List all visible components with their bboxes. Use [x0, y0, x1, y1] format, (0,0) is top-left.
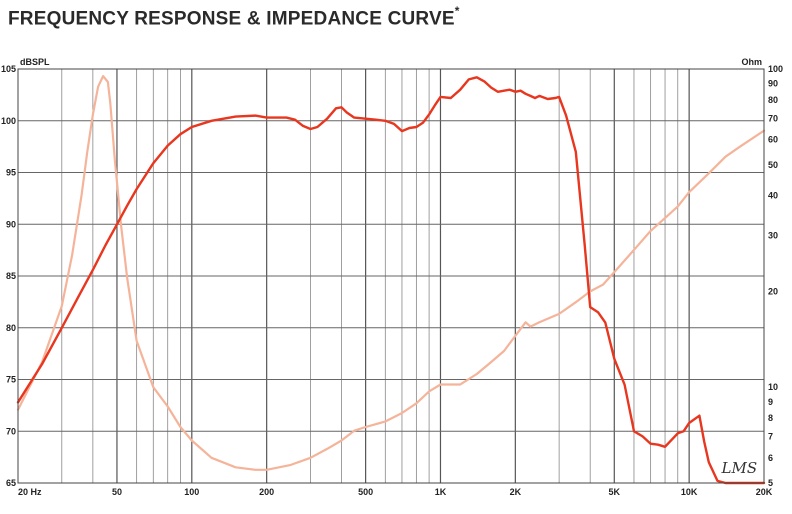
y-left-tick-label: 85 — [6, 271, 16, 281]
y-left-unit: dBSPL — [20, 57, 50, 67]
y-right-tick-label: 80 — [768, 95, 778, 105]
chart-title: FREQUENCY RESPONSE & IMPEDANCE CURVE* — [8, 4, 460, 30]
x-tick-label: 2K — [510, 487, 522, 497]
x-tick-label: 10K — [681, 487, 698, 497]
y-left-tick-label: 75 — [6, 375, 16, 385]
y-left-tick-label: 95 — [6, 168, 16, 178]
x-tick-label: 20 Hz — [18, 487, 42, 497]
y-right-tick-label: 60 — [768, 135, 778, 145]
chart-grid — [18, 69, 764, 483]
y-right-tick-label: 8 — [768, 413, 773, 423]
y-left-tick-label: 65 — [6, 478, 16, 488]
y-right-tick-label: 10 — [768, 382, 778, 392]
y-right-tick-label: 40 — [768, 191, 778, 201]
x-tick-label: 200 — [259, 487, 274, 497]
x-tick-label: 20K — [756, 487, 773, 497]
y-right-tick-label: 6 — [768, 453, 773, 463]
x-tick-label: 50 — [112, 487, 122, 497]
axis-labels: 6570758085909510010556789102030405060708… — [1, 57, 783, 497]
x-tick-label: 5K — [609, 487, 621, 497]
y-left-tick-label: 90 — [6, 219, 16, 229]
impedance-curve — [16, 75, 766, 471]
x-tick-label: 500 — [358, 487, 373, 497]
y-right-tick-label: 100 — [768, 64, 783, 74]
y-left-tick-label: 105 — [1, 64, 16, 74]
y-right-tick-label: 9 — [768, 397, 773, 407]
y-right-tick-label: 90 — [768, 79, 778, 89]
chart-series — [16, 75, 766, 485]
plot-frame — [17, 68, 765, 484]
y-right-tick-label: 7 — [768, 432, 773, 442]
y-right-tick-label: 5 — [768, 478, 773, 488]
spl-response-curve — [16, 76, 766, 485]
y-right-tick-label: 50 — [768, 160, 778, 170]
y-left-tick-label: 70 — [6, 426, 16, 436]
y-right-unit: Ohm — [741, 57, 762, 67]
lms-watermark: LMS — [721, 459, 758, 477]
x-tick-label: 1K — [435, 487, 447, 497]
y-right-tick-label: 70 — [768, 113, 778, 123]
x-tick-label: 100 — [184, 487, 199, 497]
y-right-tick-label: 30 — [768, 230, 778, 240]
y-left-tick-label: 80 — [6, 323, 16, 333]
y-right-tick-label: 20 — [768, 286, 778, 296]
y-left-tick-label: 100 — [1, 116, 16, 126]
